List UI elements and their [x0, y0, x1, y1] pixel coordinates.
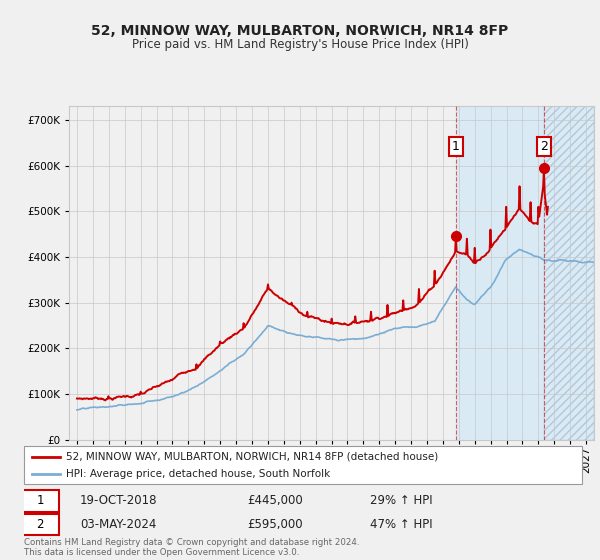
Text: 29% ↑ HPI: 29% ↑ HPI — [370, 494, 433, 507]
Text: £595,000: £595,000 — [247, 518, 303, 531]
Bar — [544, 106, 594, 440]
FancyBboxPatch shape — [24, 446, 582, 484]
Text: 47% ↑ HPI: 47% ↑ HPI — [370, 518, 433, 531]
FancyBboxPatch shape — [21, 491, 59, 511]
Text: Contains HM Land Registry data © Crown copyright and database right 2024.
This d: Contains HM Land Registry data © Crown c… — [24, 538, 359, 557]
FancyBboxPatch shape — [21, 514, 59, 535]
Text: 52, MINNOW WAY, MULBARTON, NORWICH, NR14 8FP (detached house): 52, MINNOW WAY, MULBARTON, NORWICH, NR14… — [66, 451, 438, 461]
Text: 52, MINNOW WAY, MULBARTON, NORWICH, NR14 8FP: 52, MINNOW WAY, MULBARTON, NORWICH, NR14… — [91, 24, 509, 38]
Text: 19-OCT-2018: 19-OCT-2018 — [80, 494, 157, 507]
Text: Price paid vs. HM Land Registry's House Price Index (HPI): Price paid vs. HM Land Registry's House … — [131, 38, 469, 52]
Text: 03-MAY-2024: 03-MAY-2024 — [80, 518, 156, 531]
Bar — [544, 106, 594, 440]
Text: 2: 2 — [37, 518, 44, 531]
Text: 1: 1 — [452, 140, 460, 153]
Bar — [455, 106, 544, 440]
Text: 1: 1 — [37, 494, 44, 507]
Text: £445,000: £445,000 — [247, 494, 303, 507]
Text: 2: 2 — [539, 140, 548, 153]
Text: HPI: Average price, detached house, South Norfolk: HPI: Average price, detached house, Sout… — [66, 469, 330, 479]
